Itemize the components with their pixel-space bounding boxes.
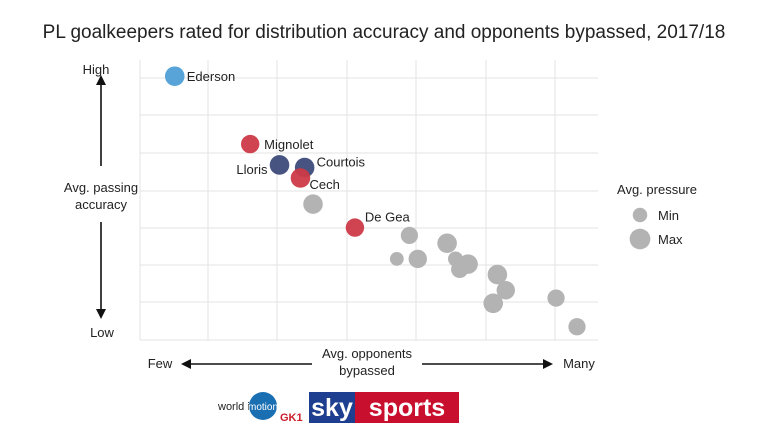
point bbox=[547, 289, 565, 307]
y-low-label: Low bbox=[90, 325, 114, 340]
sports-logo-block bbox=[355, 392, 459, 423]
data-points: Ederson Mignolet Lloris Courtois Cech De Gea bbox=[164, 66, 586, 336]
grid bbox=[139, 60, 598, 341]
chart-title: PL goalkeepers rated for distribution ac… bbox=[43, 22, 726, 43]
legend-min-label: Min bbox=[658, 208, 679, 223]
point-label: Cech bbox=[309, 177, 339, 192]
sky-sports-logo: sky sports bbox=[309, 392, 459, 423]
point bbox=[389, 252, 404, 266]
point bbox=[303, 194, 323, 214]
sky-logo-text: sky bbox=[311, 394, 353, 422]
point-label: Courtois bbox=[317, 155, 366, 170]
legend: Avg. pressure Min Max bbox=[617, 182, 697, 250]
point-de-gea bbox=[345, 218, 365, 237]
point bbox=[568, 318, 586, 336]
wim-globe-icon bbox=[249, 392, 277, 420]
point-cech bbox=[290, 168, 311, 188]
x-axis-label: Avg. opponents bypassed bbox=[322, 346, 413, 378]
world-in-motion-logo: world in motion bbox=[217, 392, 278, 420]
point-ederson bbox=[164, 66, 185, 86]
legend-max-marker bbox=[629, 228, 651, 250]
gk1-logo: GK1 bbox=[280, 412, 303, 424]
sports-logo-text: sports bbox=[369, 394, 445, 422]
point-label: Mignolet bbox=[264, 137, 314, 152]
point bbox=[408, 249, 427, 269]
wim-motion-text: motion bbox=[248, 402, 278, 413]
point-lloris bbox=[269, 155, 290, 175]
y-axis-label: Avg. passing accuracy bbox=[64, 180, 138, 212]
x-high-label: Many bbox=[563, 356, 595, 371]
x-low-label: Few bbox=[148, 356, 173, 371]
point bbox=[437, 233, 457, 254]
point-label: Lloris bbox=[236, 162, 268, 177]
point bbox=[483, 293, 503, 314]
sky-logo-block bbox=[309, 392, 355, 423]
legend-title: Avg. pressure bbox=[617, 182, 697, 197]
wim-text: world in bbox=[217, 401, 256, 413]
point bbox=[487, 264, 508, 285]
point-mignolet bbox=[240, 134, 260, 154]
point-label: Ederson bbox=[187, 69, 235, 84]
point bbox=[400, 226, 419, 245]
point bbox=[451, 260, 469, 278]
point bbox=[496, 281, 515, 300]
point-label: De Gea bbox=[365, 210, 411, 225]
y-high-label: High bbox=[83, 62, 110, 77]
legend-min-marker bbox=[632, 207, 648, 223]
legend-max-label: Max bbox=[658, 232, 683, 247]
